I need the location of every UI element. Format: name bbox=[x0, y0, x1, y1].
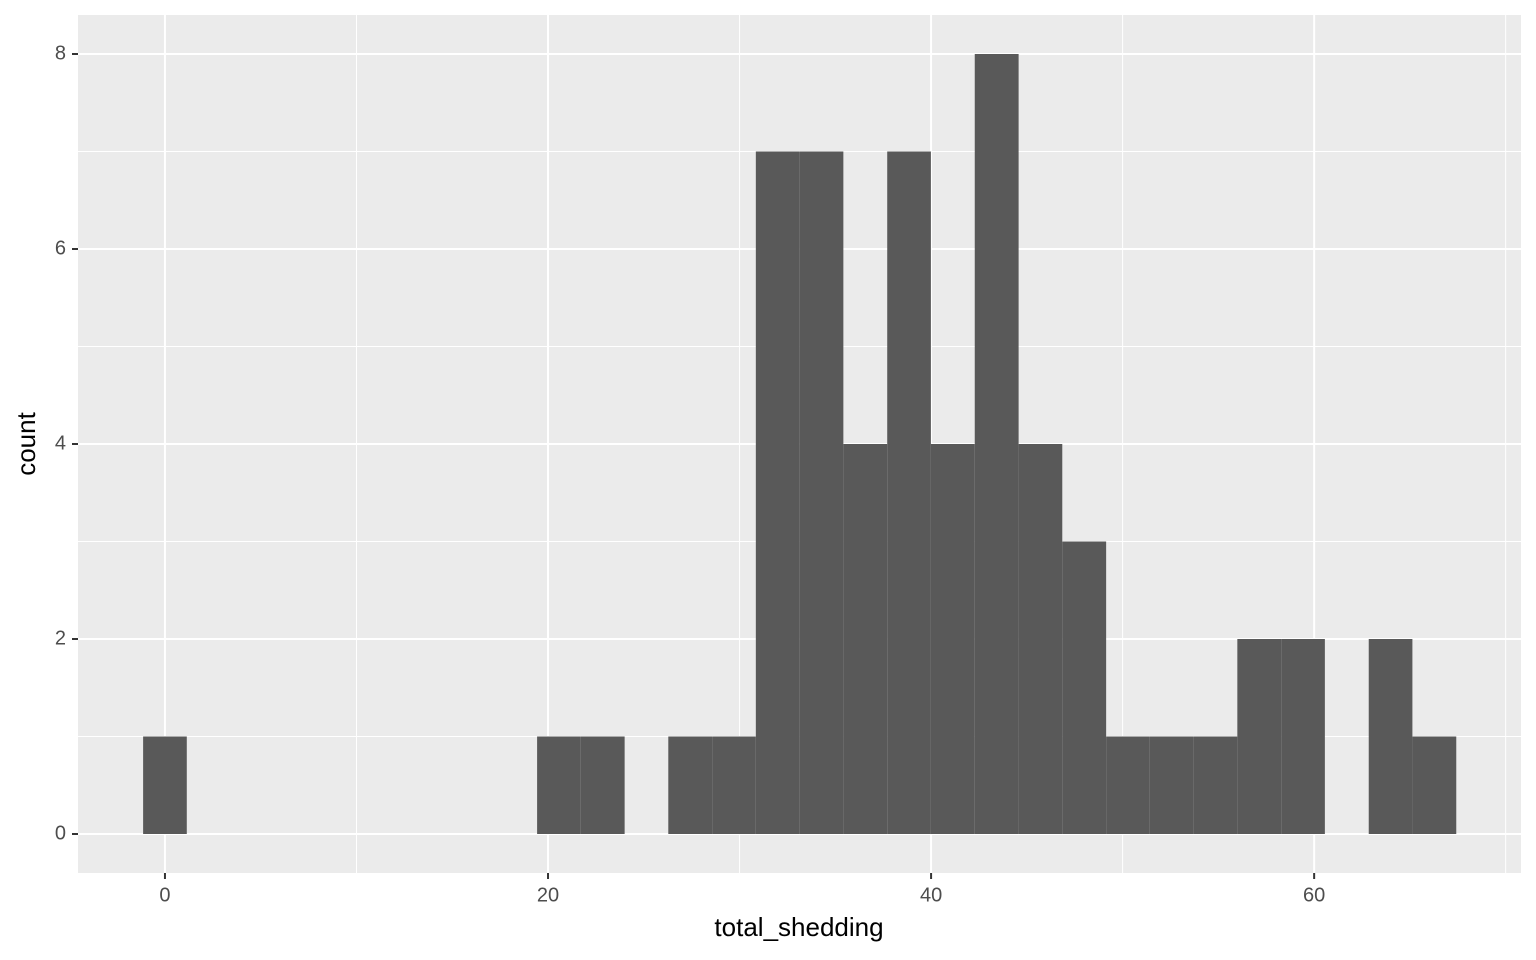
bar bbox=[1281, 639, 1325, 834]
y-tick-label: 0 bbox=[55, 822, 66, 844]
x-tick-label: 20 bbox=[537, 884, 559, 906]
bar bbox=[580, 736, 625, 834]
bar bbox=[1237, 639, 1282, 834]
bar bbox=[799, 151, 844, 834]
bar bbox=[1368, 639, 1413, 834]
x-tick-label: 0 bbox=[159, 884, 170, 906]
bar bbox=[1149, 736, 1194, 834]
bar bbox=[1018, 444, 1063, 834]
bar bbox=[1412, 736, 1457, 834]
y-tick-label: 4 bbox=[55, 432, 66, 454]
y-tick-label: 2 bbox=[55, 627, 66, 649]
x-axis-title: total_shedding bbox=[714, 912, 883, 942]
x-tick-label: 60 bbox=[1303, 884, 1325, 906]
bar bbox=[843, 444, 888, 834]
y-tick-label: 6 bbox=[55, 237, 66, 259]
y-axis-title: count bbox=[11, 411, 41, 475]
bar bbox=[537, 736, 581, 834]
bar bbox=[1062, 541, 1107, 834]
bar bbox=[974, 54, 1019, 834]
bar bbox=[1106, 736, 1150, 834]
bar bbox=[755, 151, 800, 834]
bar bbox=[143, 736, 187, 834]
x-tick-label: 40 bbox=[920, 884, 942, 906]
bar bbox=[930, 444, 975, 834]
bar bbox=[1193, 736, 1238, 834]
bar bbox=[712, 736, 756, 834]
bar bbox=[887, 151, 931, 834]
bar bbox=[668, 736, 713, 834]
y-tick-label: 8 bbox=[55, 42, 66, 64]
